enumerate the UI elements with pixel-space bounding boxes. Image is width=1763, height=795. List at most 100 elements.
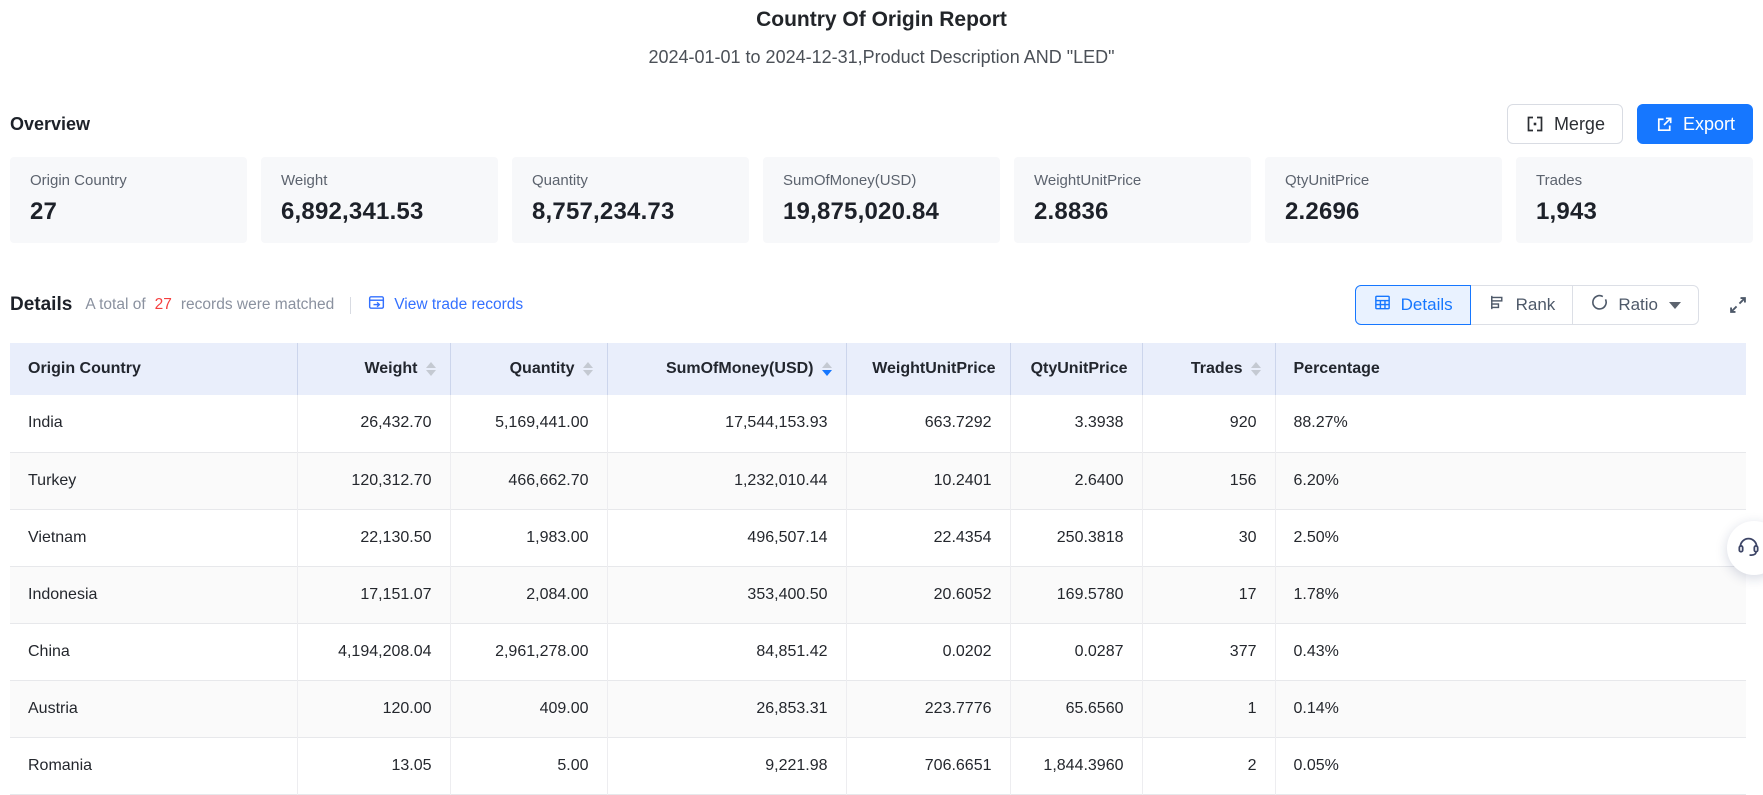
column-label: Quantity [509, 360, 575, 377]
column-label: SumOfMoney(USD) [665, 360, 814, 377]
stat-card-value: 2.8836 [1034, 198, 1109, 225]
table-cell: 1.78% [1274, 566, 1746, 623]
table-cell: 2.6400 [1009, 452, 1142, 509]
table-row: India 26,432.70 5,169,441.00 17,544,153.93 6… [10, 395, 1746, 452]
table-cell: 2 [1141, 737, 1275, 794]
matched-prefix: A total of [85, 296, 146, 313]
table-header-row: Origin Country Weight Quantity SumOfMoney(U… [10, 343, 1746, 395]
overview-section-title: Overview [10, 113, 91, 134]
table-cell: 5.00 [449, 737, 607, 794]
table-cell: 17,151.07 [296, 566, 450, 623]
stat-card-quantity: Quantity 8,757,234.73 [512, 157, 749, 243]
stat-card-label: Trades [1536, 172, 1583, 189]
column-label: Weight [364, 360, 418, 377]
column-header-quantity[interactable]: Quantity [449, 343, 607, 395]
table-row: Turkey 120,312.70 466,662.70 1,232,010.44 10… [10, 452, 1746, 509]
table-cell: 0.05% [1274, 737, 1746, 794]
sort-icon [582, 362, 593, 376]
stat-card-trades: Trades 1,943 [1516, 157, 1753, 243]
table-cell: 120,312.70 [296, 452, 450, 509]
table-cell: 156 [1141, 452, 1275, 509]
table-cell: 377 [1141, 623, 1275, 680]
column-label: WeightUnitPrice [872, 360, 996, 377]
column-header-origin-country: Origin Country [10, 343, 297, 395]
column-label: Trades [1190, 360, 1243, 377]
table-cell: 26,432.70 [296, 395, 450, 452]
export-button-label: Export [1682, 113, 1735, 134]
table-cell: 1,983.00 [449, 509, 607, 566]
headset-icon [1736, 533, 1761, 563]
table-cell: 1,232,010.44 [606, 452, 846, 509]
ratio-pie-icon [1590, 293, 1609, 317]
table-cell: 1,844.3960 [1009, 737, 1142, 794]
report-subtitle: 2024-01-01 to 2024-12-31,Product Descrip… [648, 47, 1115, 67]
table-cell: 0.43% [1274, 623, 1746, 680]
table-cell: 88.27% [1274, 395, 1746, 452]
stat-card-value: 27 [30, 198, 58, 225]
stat-card-weight-unit-price: WeightUnitPrice 2.8836 [1014, 157, 1251, 243]
table-cell: 2.50% [1274, 509, 1746, 566]
table-cell: 10.2401 [845, 452, 1010, 509]
overview-cards: Origin Country 27 Weight 6,892,341.53 Qu… [10, 157, 1753, 243]
tab-ratio[interactable]: Ratio [1572, 285, 1699, 325]
fullscreen-button[interactable] [1723, 290, 1753, 320]
rank-bars-icon [1488, 293, 1507, 317]
stat-card-value: 1,943 [1536, 198, 1598, 225]
column-header-weight[interactable]: Weight [296, 343, 450, 395]
support-floating-button[interactable] [1727, 521, 1763, 575]
column-header-percentage: Percentage [1274, 343, 1746, 395]
stat-card-label: Weight [281, 172, 328, 189]
overview-bar: Overview Merge Export [10, 104, 1753, 144]
merge-button[interactable]: Merge [1506, 104, 1623, 144]
table-cell: 0.0202 [845, 623, 1010, 680]
details-bar: Details A total of 27 records were match… [10, 285, 1753, 325]
sort-icon [425, 362, 436, 376]
table-row: Indonesia 17,151.07 2,084.00 353,400.50 20.6… [10, 566, 1746, 623]
table-cell: 17,544,153.93 [606, 395, 846, 452]
table-cell: 496,507.14 [606, 509, 846, 566]
column-header-sumofmoney-usd[interactable]: SumOfMoney(USD) [606, 343, 846, 395]
stat-card-qty-unit-price: QtyUnitPrice 2.2696 [1265, 157, 1502, 243]
stat-card-sum-of-money: SumOfMoney(USD) 19,875,020.84 [763, 157, 1000, 243]
column-label: Origin Country [28, 360, 141, 377]
table-cell: 663.7292 [845, 395, 1010, 452]
stat-card-label: QtyUnitPrice [1285, 172, 1370, 189]
export-button[interactable]: Export [1636, 104, 1753, 144]
table-cell: 84,851.42 [606, 623, 846, 680]
origin-country-cell: China [28, 642, 70, 660]
column-label: Percentage [1293, 360, 1380, 377]
details-controls: Details Rank Ratio [1354, 285, 1753, 325]
origin-country-cell: Turkey [28, 471, 77, 489]
tab-details-label: Details [1400, 295, 1453, 314]
column-header-weightunitprice: WeightUnitPrice [845, 343, 1010, 395]
table-cell: 22,130.50 [296, 509, 450, 566]
stat-card-label: Origin Country [30, 172, 127, 189]
table-cell: 250.3818 [1009, 509, 1142, 566]
tab-details[interactable]: Details [1354, 285, 1471, 325]
table-cell: 169.5780 [1009, 566, 1142, 623]
view-trade-records-link[interactable]: View trade records [367, 293, 523, 317]
table-cell: 0.0287 [1009, 623, 1142, 680]
tab-rank[interactable]: Rank [1469, 285, 1574, 325]
origin-country-table: Origin Country Weight Quantity SumOfMoney(U… [10, 343, 1746, 795]
table-row: Romania 13.05 5.00 9,221.98 706.6651 1,844.39… [10, 737, 1746, 794]
table-cell: 9,221.98 [606, 737, 846, 794]
table-cell: 13.05 [296, 737, 450, 794]
table-row: Austria 120.00 409.00 26,853.31 223.7776 65.6… [10, 680, 1746, 737]
table-row: Vietnam 22,130.50 1,983.00 496,507.14 22.435… [10, 509, 1746, 566]
view-mode-switcher: Details Rank Ratio [1354, 285, 1699, 325]
table-cell: 353,400.50 [606, 566, 846, 623]
stat-card-value: 6,892,341.53 [281, 198, 424, 225]
column-header-trades[interactable]: Trades [1141, 343, 1275, 395]
table-cell: 706.6651 [845, 737, 1010, 794]
table-cell: 2,084.00 [449, 566, 607, 623]
table-cell: 6.20% [1274, 452, 1746, 509]
merge-button-label: Merge [1553, 113, 1605, 134]
table-cell: 920 [1141, 395, 1275, 452]
origin-country-cell: India [28, 414, 63, 432]
tab-ratio-label: Ratio [1618, 295, 1658, 314]
table-cell: 409.00 [449, 680, 607, 737]
table-cell: 120.00 [296, 680, 450, 737]
page-title: Country Of Origin Report [756, 8, 1007, 31]
